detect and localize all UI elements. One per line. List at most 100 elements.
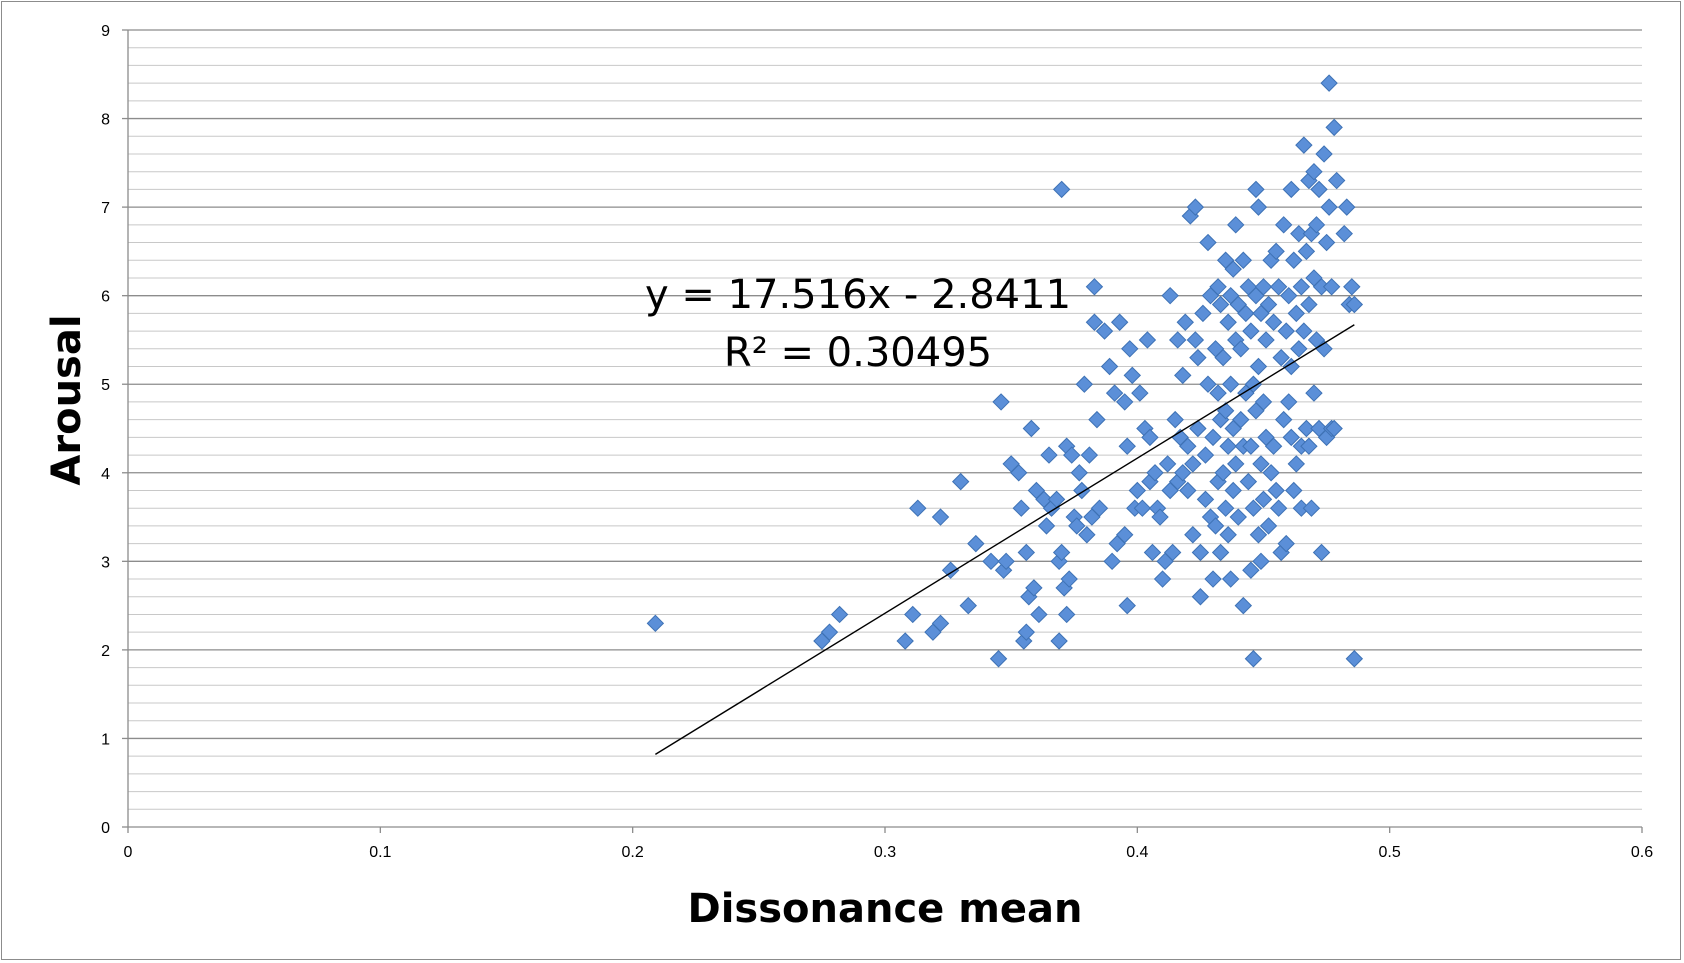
data-point [1174,464,1192,482]
data-point [951,472,970,491]
trendline-equation: y = 17.516x - 2.8411 [645,272,1071,318]
x-tick-label: 0.2 [622,844,644,861]
data-point [1221,375,1240,393]
data-point [1214,464,1232,482]
data-point [896,632,914,650]
x-tick-label: 0.3 [874,844,896,861]
data-point [1025,579,1043,597]
data-point [1312,543,1331,562]
x-tick-label: 0 [124,844,133,861]
data-point [1300,437,1318,455]
data-point [1242,437,1260,455]
data-point [1244,375,1263,393]
data-point [1204,570,1222,588]
data-point [1146,464,1164,482]
data-point [1264,313,1283,331]
data-point [1166,410,1184,429]
data-point [1221,570,1240,588]
data-point [1050,632,1068,650]
x-tick-label: 0.6 [1631,844,1653,861]
data-point [1305,384,1323,402]
data-point [1116,526,1134,544]
data-point [1335,224,1353,243]
data-point [1179,437,1197,455]
data-point [1186,331,1205,349]
data-point [1247,180,1265,199]
data-point [904,605,922,624]
data-point [1199,233,1217,252]
data-point [1022,419,1041,438]
data-point [1214,348,1232,367]
y-tick-label: 5 [101,377,110,394]
data-point [1063,446,1081,464]
data-point [1227,455,1245,473]
data-point [1317,233,1336,252]
y-tick-label: 9 [101,23,110,40]
trendline-group [655,324,1355,756]
data-point [931,508,950,526]
data-point [1307,216,1326,234]
data-point [1191,543,1210,562]
data-point [1090,499,1109,517]
data-point [1264,437,1283,455]
data-point [1287,455,1306,473]
x-tick-label: 0.5 [1379,844,1401,861]
data-point [1123,366,1141,385]
data-point [820,623,839,641]
data-point [1085,313,1104,331]
data-point [1163,543,1182,562]
data-point [1060,570,1078,588]
x-axis-title: Dissonance mean [688,886,1083,932]
data-point [1211,295,1230,314]
data-point [1302,499,1321,517]
data-point [1254,278,1273,296]
data-point [1010,464,1028,482]
data-point [1176,313,1194,331]
y-tick-label: 7 [101,200,110,217]
data-point [1267,481,1285,500]
data-point [1158,455,1177,473]
data-point [1196,446,1215,464]
data-point [1239,472,1258,491]
data-point [1277,322,1295,340]
data-point [1224,260,1242,278]
data-point [1282,428,1300,447]
data-point [1254,393,1273,411]
y-tick-label: 6 [101,289,110,306]
data-point [830,605,849,624]
data-point [967,534,985,553]
data-point [1057,605,1076,624]
data-point [1196,490,1215,509]
data-point [1232,410,1250,429]
data-point [646,614,665,633]
data-point [1219,437,1237,455]
data-point [1295,136,1313,154]
data-point [1280,286,1298,305]
data-point [1254,490,1273,509]
data-point [1327,171,1346,190]
data-point [989,650,1008,668]
axes [127,30,1642,828]
data-point [1078,526,1096,544]
data-point [1184,526,1202,544]
data-point [1297,242,1316,261]
data-point [1161,286,1179,305]
trendline [655,324,1355,756]
data-point [1105,384,1124,402]
data-point [1242,322,1260,340]
data-point [959,596,977,615]
data-point [1052,543,1071,562]
data-point [1040,446,1058,464]
data-point [1287,304,1306,323]
data-point [1194,304,1212,323]
data-point [1320,198,1338,216]
data-point [1168,331,1187,349]
data-point [1219,313,1237,331]
data-point [1262,464,1280,482]
data-point [1128,481,1147,500]
data-point [1244,650,1263,668]
data-point [1189,419,1207,438]
data-point [1343,278,1361,296]
data-point [1249,198,1268,216]
